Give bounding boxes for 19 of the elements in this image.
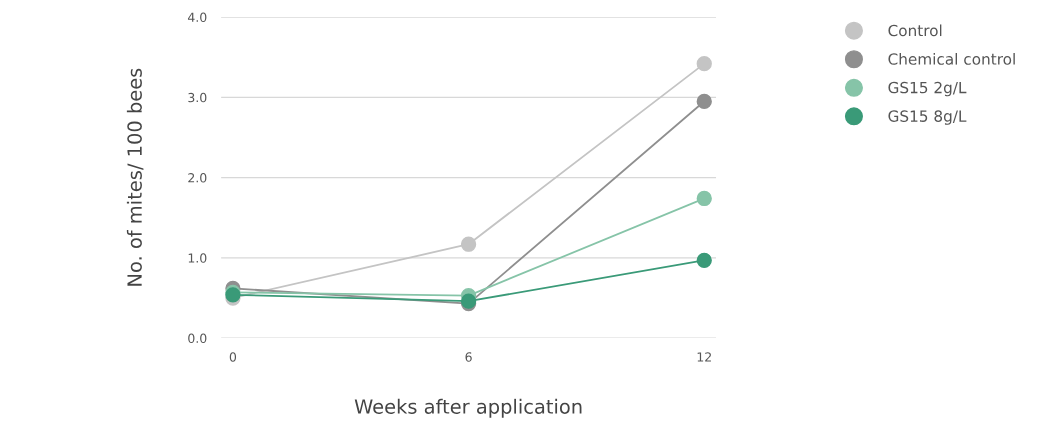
y-tick-label: 1.0: [188, 253, 207, 263]
y-axis-title: No. of mites/ 100 bees: [126, 68, 144, 286]
point: [696, 252, 712, 268]
x-axis-title: Weeks after application: [354, 398, 582, 418]
legend-label: Control: [888, 24, 942, 37]
point: [460, 236, 477, 252]
x-tick-label: 0: [229, 352, 237, 362]
x-tick-label: 6: [465, 352, 472, 362]
point: [696, 190, 712, 207]
point: [696, 56, 712, 72]
y-tick-label: 0.0: [188, 333, 207, 344]
point: [696, 93, 712, 110]
y-tick-label: 2.0: [188, 173, 207, 183]
y-tick-label: 3.0: [188, 92, 207, 103]
legend-label: GS15 8g/L: [888, 110, 967, 125]
x-tick-label: 12: [697, 352, 711, 362]
legend-label: GS15 2g/L: [888, 81, 967, 97]
legend-label: Chemical control: [888, 52, 1015, 65]
y-tick-label: 4.0: [187, 12, 207, 23]
